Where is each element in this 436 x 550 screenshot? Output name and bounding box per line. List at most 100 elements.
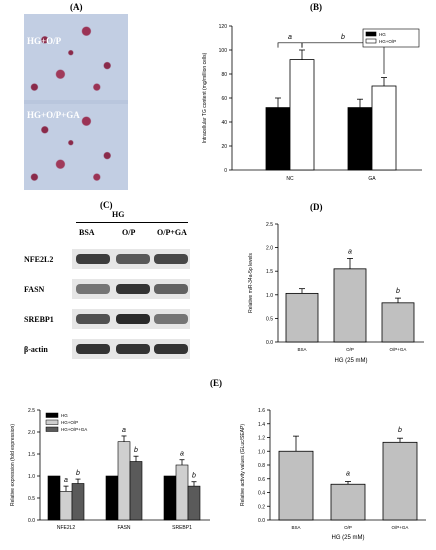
y-tick-label: 2.0 — [28, 430, 35, 436]
x-tick-label: GA — [368, 176, 376, 182]
annotation: b — [341, 34, 345, 41]
bar — [382, 441, 418, 521]
bar — [163, 475, 177, 521]
bar — [289, 59, 315, 171]
y-tick-label: 80 — [221, 72, 227, 78]
y-tick-label: 0.5 — [266, 316, 273, 322]
x-tick-label: FASN — [117, 525, 130, 531]
bar — [381, 302, 415, 343]
western-band — [116, 344, 150, 354]
annotation: b — [396, 288, 400, 295]
bar — [71, 483, 85, 521]
chart-e1: 0.0 0.5 1.0 1.5 2.0 2.5 Relative expression (f… — [10, 408, 210, 531]
legend-label: HG+O/P+GA — [61, 427, 87, 432]
western-band — [154, 314, 188, 324]
bar — [285, 292, 319, 343]
bar — [59, 491, 73, 521]
y-tick-label: 0.8 — [258, 463, 265, 469]
annotation: a — [288, 34, 292, 41]
y-axis-label: Intracellular TG content (mg/million cel… — [202, 52, 208, 143]
annotation: a — [64, 477, 68, 484]
bracket — [277, 42, 303, 48]
western-band — [76, 284, 110, 294]
western-row-label: SREBP1 — [24, 315, 54, 324]
x-tick-label: NFE2L2 — [57, 525, 76, 531]
legend-label: HG+O/P — [61, 420, 78, 425]
western-row-label: NFE2L2 — [24, 255, 54, 264]
western-band — [154, 344, 188, 354]
bar — [330, 483, 366, 521]
y-tick-label: 1.5 — [266, 269, 273, 275]
western-band — [154, 284, 188, 294]
y-axis-label: Relative miR-34a-5p levels — [248, 253, 254, 313]
y-tick-label: 40 — [221, 120, 227, 126]
annotation: b — [134, 447, 138, 454]
y-tick-label: 0.0 — [28, 518, 35, 524]
micrograph-top: HG+O/P — [24, 14, 128, 100]
y-tick-label: 0.6 — [258, 477, 265, 483]
y-tick-label: 0.5 — [28, 496, 35, 502]
x-tick-label: SREBP1 — [172, 525, 192, 531]
bar — [117, 441, 131, 521]
western-lane-2: O/P — [122, 228, 136, 237]
y-tick-label: 2.0 — [266, 246, 273, 252]
x-tick-label: O/P — [346, 347, 354, 352]
legend-swatch — [45, 426, 59, 432]
y-tick-label: 1.5 — [28, 452, 35, 458]
panel-label-e: (E) — [210, 378, 222, 388]
micrograph-bottom-label: HG+O/P+GA — [27, 110, 80, 120]
annotation: b — [76, 470, 80, 477]
y-tick-label: 1.6 — [258, 408, 265, 414]
western-group-line — [76, 222, 188, 223]
annotation: a — [180, 451, 184, 458]
bar — [187, 485, 201, 521]
western-band — [154, 254, 188, 264]
y-tick-label: 1.2 — [258, 436, 265, 442]
annotation: b — [192, 473, 196, 480]
y-tick-label: 60 — [221, 96, 227, 102]
x-tick-label: O/P — [344, 525, 352, 530]
western-group-label: HG — [112, 210, 125, 219]
annotation: b — [398, 427, 402, 434]
x-axis-label: HG (25 mM) — [332, 535, 365, 541]
western-band — [76, 344, 110, 354]
legend-swatch — [45, 419, 59, 425]
western-band — [76, 254, 110, 264]
legend-box — [362, 28, 420, 48]
y-tick-label: 0.4 — [258, 491, 265, 497]
legend-swatch — [365, 38, 377, 44]
bar — [371, 85, 397, 171]
western-row-label: β-actin — [24, 345, 48, 354]
y-axis-label: Relative expression (fold expression) — [10, 424, 16, 506]
bar — [129, 461, 143, 521]
panel-label-b: (B) — [310, 2, 322, 12]
y-axis-label: Relative activity values (GLuc/SEAP) — [240, 424, 246, 506]
western-band — [76, 314, 110, 324]
western-lane-1: BSA — [79, 228, 95, 237]
micrograph-panel: HG+O/P HG+O/P+GA — [24, 14, 128, 190]
y-tick-label: 1.0 — [258, 449, 265, 455]
western-band — [116, 254, 150, 264]
y-tick-label: 1.0 — [28, 474, 35, 480]
bar — [347, 107, 373, 171]
x-tick-label: O/P+GA — [390, 347, 407, 352]
bar — [105, 475, 119, 521]
legend-swatch — [365, 31, 377, 37]
chart-b: 0 20 40 60 80 100 120 Intracellular TG content … — [202, 24, 422, 182]
y-tick-label: 0 — [224, 168, 227, 174]
y-tick-label: 0.2 — [258, 504, 265, 510]
western-band — [116, 284, 150, 294]
bracket — [301, 42, 385, 74]
y-tick-label: 120 — [219, 24, 228, 30]
y-tick-label: 0.0 — [258, 518, 265, 524]
legend-swatch — [45, 412, 59, 418]
y-tick-label: 100 — [219, 48, 228, 54]
x-axis-label: HG (25 mM) — [335, 358, 368, 364]
y-tick-label: 2.5 — [28, 408, 35, 414]
chart-e2: 0.0 0.2 0.4 0.6 0.8 1.0 1.2 1.4 1.6 Relative acti… — [240, 408, 426, 541]
x-tick-label: BSA — [291, 525, 300, 530]
western-blot: HG BSA O/P O/P+GA NFE2L2 FASN SREBP1 β-acti… — [24, 210, 192, 366]
panel-label-d: (D) — [310, 202, 323, 212]
y-tick-label: 0.0 — [266, 340, 273, 346]
chart-d: 0.0 0.5 1.0 1.5 2.0 2.5 Relative miR-34a-5p le… — [248, 222, 424, 364]
